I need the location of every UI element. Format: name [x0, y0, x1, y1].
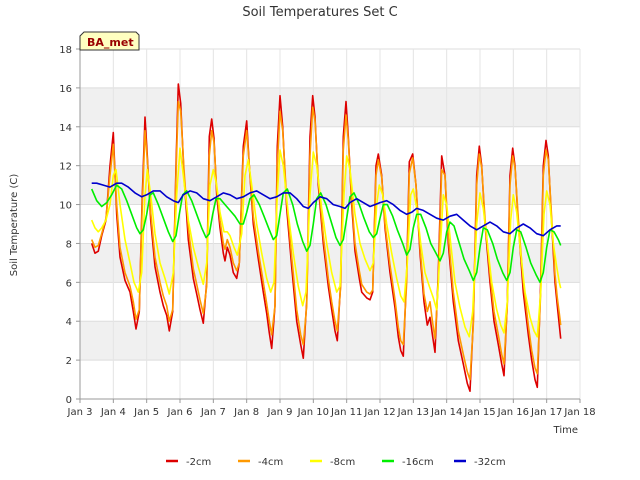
legend-label: -8cm [330, 457, 355, 468]
y-tick-label: 6 [66, 278, 72, 289]
y-tick-label: 14 [59, 123, 72, 134]
x-tick-label: Jan 3 [67, 407, 93, 418]
x-tick-label: Jan 17 [530, 407, 562, 418]
y-axis-label: Soil Temperature (C) [9, 174, 20, 277]
series-lines [90, 83, 562, 392]
y-axis-ticks: 0 2 4 6 8 10 12 14 16 18 [59, 45, 80, 406]
legend-label: -16cm [402, 457, 434, 468]
y-tick-label: 4 [66, 317, 72, 328]
x-tick-label: Jan 13 [397, 407, 429, 418]
x-tick-label: Jan 6 [167, 407, 193, 418]
x-tick-label: Jan 18 [563, 407, 595, 418]
x-tick-label: Jan 4 [100, 407, 126, 418]
y-tick-label: 18 [59, 45, 72, 56]
x-tick-label: Jan 12 [363, 407, 395, 418]
y-tick-label: 2 [66, 356, 72, 367]
grid-band [80, 165, 580, 205]
legend-item: -32cm [454, 457, 506, 468]
x-tick-label: Jan 11 [330, 407, 362, 418]
x-axis-ticks: Jan 3 Jan 4 Jan 5 Jan 6 Jan 7 Jan 8 Jan 9 Jan 1… [67, 399, 596, 418]
grid-band [80, 87, 580, 127]
x-tick-label: Jan 5 [133, 407, 159, 418]
grid-lines [79, 48, 581, 400]
station-badge: BA_met [79, 31, 140, 51]
x-tick-label: Jan 10 [297, 407, 329, 418]
legend-item: -16cm [382, 457, 434, 468]
legend-item: -2cm [166, 457, 211, 468]
y-tick-label: 10 [59, 201, 72, 212]
x-tick-label: Jan 16 [497, 407, 529, 418]
series-line-32cmcm [91, 182, 561, 237]
badge-box [79, 31, 140, 51]
y-tick-label: 16 [59, 84, 72, 95]
series-line-8cmcm [90, 147, 562, 338]
x-tick-label: Jan 15 [463, 407, 495, 418]
badge-label: BA_met [87, 36, 134, 49]
x-tick-label: Jan 14 [430, 407, 462, 418]
y-tick-label: 12 [59, 162, 72, 173]
x-tick-label: Jan 9 [267, 407, 293, 418]
legend-item: -8cm [310, 457, 355, 468]
legend: -2cm -4cm -8cm -16cm -32cm [166, 457, 506, 468]
x-axis-label: Time [553, 425, 578, 436]
legend-item: -4cm [238, 457, 283, 468]
series-line-16cmcm [90, 184, 562, 284]
x-tick-label: Jan 8 [233, 407, 259, 418]
legend-label: -4cm [258, 457, 283, 468]
legend-label: -2cm [186, 457, 211, 468]
legend-label: -32cm [474, 457, 506, 468]
y-tick-label: 0 [66, 395, 72, 406]
x-tick-label: Jan 7 [200, 407, 226, 418]
y-tick-label: 8 [66, 239, 72, 250]
chart-title: Soil Temperatures Set C [242, 5, 397, 20]
